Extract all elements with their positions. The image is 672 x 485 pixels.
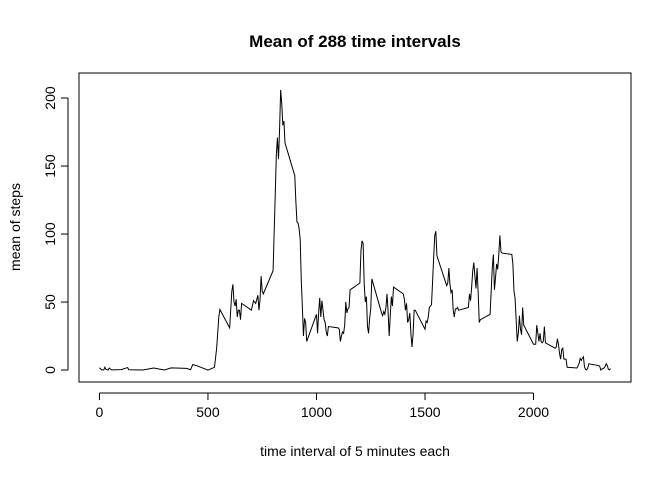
y-tick-label: 100 (42, 222, 58, 246)
y-tick-label: 150 (42, 154, 58, 178)
y-tick-label: 50 (42, 294, 58, 310)
x-axis-label: time interval of 5 minutes each (260, 443, 450, 459)
y-tick-label: 0 (42, 366, 58, 374)
y-tick-label: 200 (42, 86, 58, 110)
y-axis-label: mean of steps (7, 183, 23, 271)
plot-box (78, 72, 632, 383)
x-tick-label: 500 (196, 404, 220, 420)
x-tick-label: 1500 (409, 404, 440, 420)
x-tick-label: 1000 (301, 404, 332, 420)
data-line (99, 89, 611, 371)
x-tick-label: 2000 (518, 404, 549, 420)
chart-title: Mean of 288 time intervals (249, 32, 461, 51)
x-tick-label: 0 (96, 404, 104, 420)
